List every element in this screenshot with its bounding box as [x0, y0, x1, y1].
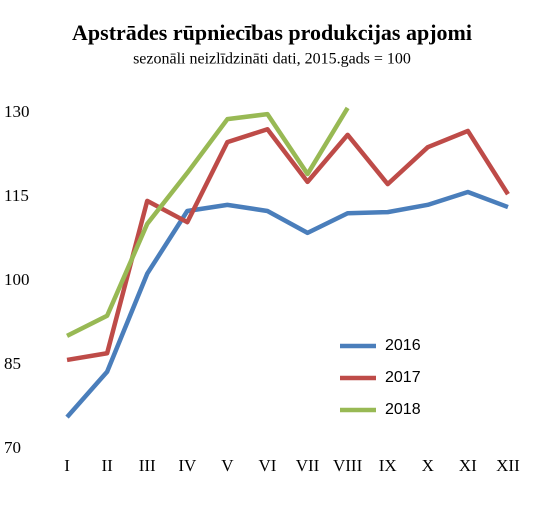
series-line — [66, 126, 510, 363]
y-tick-label: 130 — [4, 102, 30, 121]
y-tick-label: 115 — [4, 186, 29, 205]
y-tick-label: 100 — [4, 270, 30, 289]
y-tick-label: 70 — [4, 438, 21, 457]
legend-label: 2018 — [385, 401, 421, 418]
x-tick-label: VII — [296, 456, 320, 475]
legend-label: 2016 — [385, 337, 421, 354]
x-tick-label: III — [139, 456, 156, 475]
x-tick-label: XI — [459, 456, 477, 475]
chart-subtitle: sezonāli neizlīdzināti dati, 2015.gads =… — [133, 51, 411, 68]
chart-title: Apstrādes rūpniecības produkcijas apjomi — [72, 20, 472, 45]
legend-label: 2017 — [385, 369, 421, 386]
x-tick-label: II — [101, 456, 113, 475]
x-tick-label: I — [64, 456, 70, 475]
series-line — [65, 189, 509, 419]
x-tick-label: XII — [496, 456, 520, 475]
x-tick-label: IX — [379, 456, 397, 475]
x-tick-label: IV — [178, 456, 197, 475]
series-line — [66, 106, 350, 338]
x-tick-label: V — [221, 456, 234, 475]
x-tick-label: VI — [258, 456, 276, 475]
x-tick-label: VIII — [333, 456, 363, 475]
x-tick-label: X — [422, 456, 434, 475]
y-tick-label: 85 — [4, 354, 21, 373]
